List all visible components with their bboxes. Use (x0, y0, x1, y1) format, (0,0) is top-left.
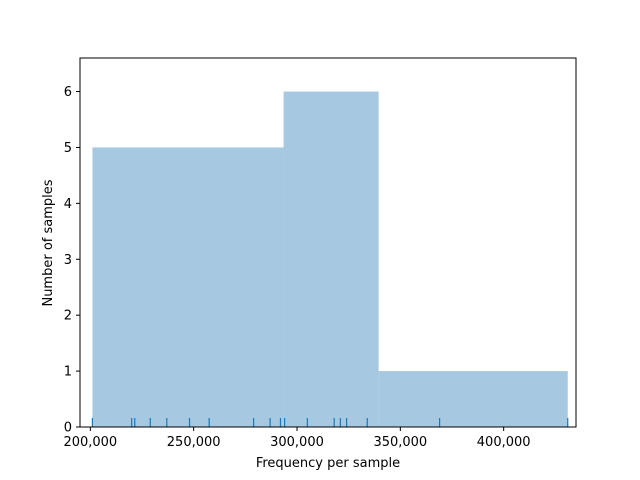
rug-marks (91, 418, 569, 427)
y-tick-label: 5 (64, 141, 72, 156)
y-tick-label: 4 (64, 197, 72, 212)
x-axis-ticks: 200,000 250,000 300,000 350,000 400,000 (63, 427, 531, 450)
y-tick-label: 1 (64, 365, 72, 380)
x-tick-label: 200,000 (63, 435, 117, 450)
histogram-bar-3 (378, 371, 568, 427)
y-tick-label: 0 (64, 421, 72, 436)
plot-frame (79, 57, 577, 428)
histogram-bar-2 (283, 91, 379, 427)
x-tick-label: 250,000 (167, 435, 221, 450)
x-tick-label: 300,000 (270, 435, 324, 450)
x-axis-label: Frequency per sample (256, 456, 400, 471)
y-axis-ticks: 0 1 2 3 4 5 6 (64, 85, 80, 436)
y-tick-label: 2 (64, 309, 72, 324)
x-tick-label: 350,000 (373, 435, 427, 450)
histogram-bar-1 (92, 147, 284, 428)
y-tick-label: 6 (64, 85, 72, 100)
y-tick-label: 3 (64, 253, 72, 268)
histogram-bars (92, 91, 568, 428)
x-tick-label: 400,000 (477, 435, 531, 450)
y-axis-label: Number of samples (41, 179, 56, 306)
